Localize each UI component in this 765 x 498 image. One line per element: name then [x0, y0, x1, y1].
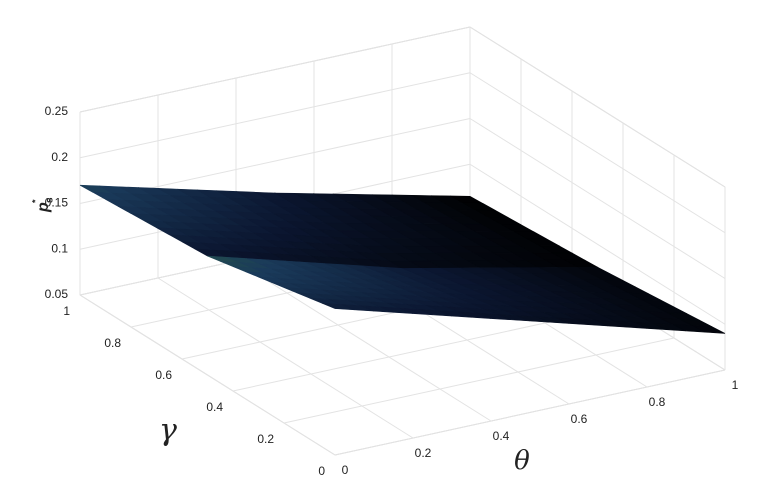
z-label-base: p: [35, 202, 52, 213]
surface: [79, 184, 726, 334]
grid-line: [469, 118, 726, 279]
y-tick-label: 1: [63, 304, 70, 318]
grid-line: [469, 26, 726, 188]
grid-line: [157, 277, 414, 439]
y-tick-label: 0.4: [206, 400, 223, 414]
z-tick-label: 0.1: [51, 241, 68, 255]
grid-line: [334, 369, 726, 456]
z-tick-label: 0.05: [45, 287, 69, 301]
y-tick-label: 0.8: [104, 336, 121, 350]
grid-line: [469, 72, 726, 234]
z-tick-label: 0.25: [45, 104, 69, 118]
grid-line: [79, 72, 471, 159]
x-tick-label: 1: [732, 378, 739, 392]
labels: 0 0.2 0.4 0.6 0.8 1 0 0.2 0.4 0.6 0.8 1 0.05 0.1 0.15 0…: [45, 104, 739, 478]
grid-line: [79, 294, 336, 456]
z-label-sup: *: [30, 199, 40, 203]
grid-line: [283, 337, 675, 424]
x-tick-label: 0.8: [649, 395, 666, 409]
x-tick-label: 0.4: [493, 429, 510, 443]
x-tick-label: 0: [342, 463, 349, 477]
grid-line: [469, 163, 726, 325]
z-tick-label: 0.15: [45, 196, 69, 210]
x-axis-label: θ: [514, 446, 530, 476]
y-tick-label: 0.2: [257, 432, 274, 446]
grid-line: [79, 26, 471, 113]
surface-patch: [692, 325, 726, 334]
x-tick-label: 0.6: [571, 412, 588, 426]
z-axis-label: p s *: [30, 197, 55, 213]
z-label-sub: s: [45, 197, 56, 203]
z-tick-label: 0.2: [51, 150, 68, 164]
y-tick-label: 0.6: [155, 368, 172, 382]
x-tick-label: 0.2: [415, 446, 432, 460]
grid-line: [235, 260, 492, 422]
y-tick-label: 0: [318, 464, 325, 478]
y-axis-label: γ: [159, 413, 177, 448]
